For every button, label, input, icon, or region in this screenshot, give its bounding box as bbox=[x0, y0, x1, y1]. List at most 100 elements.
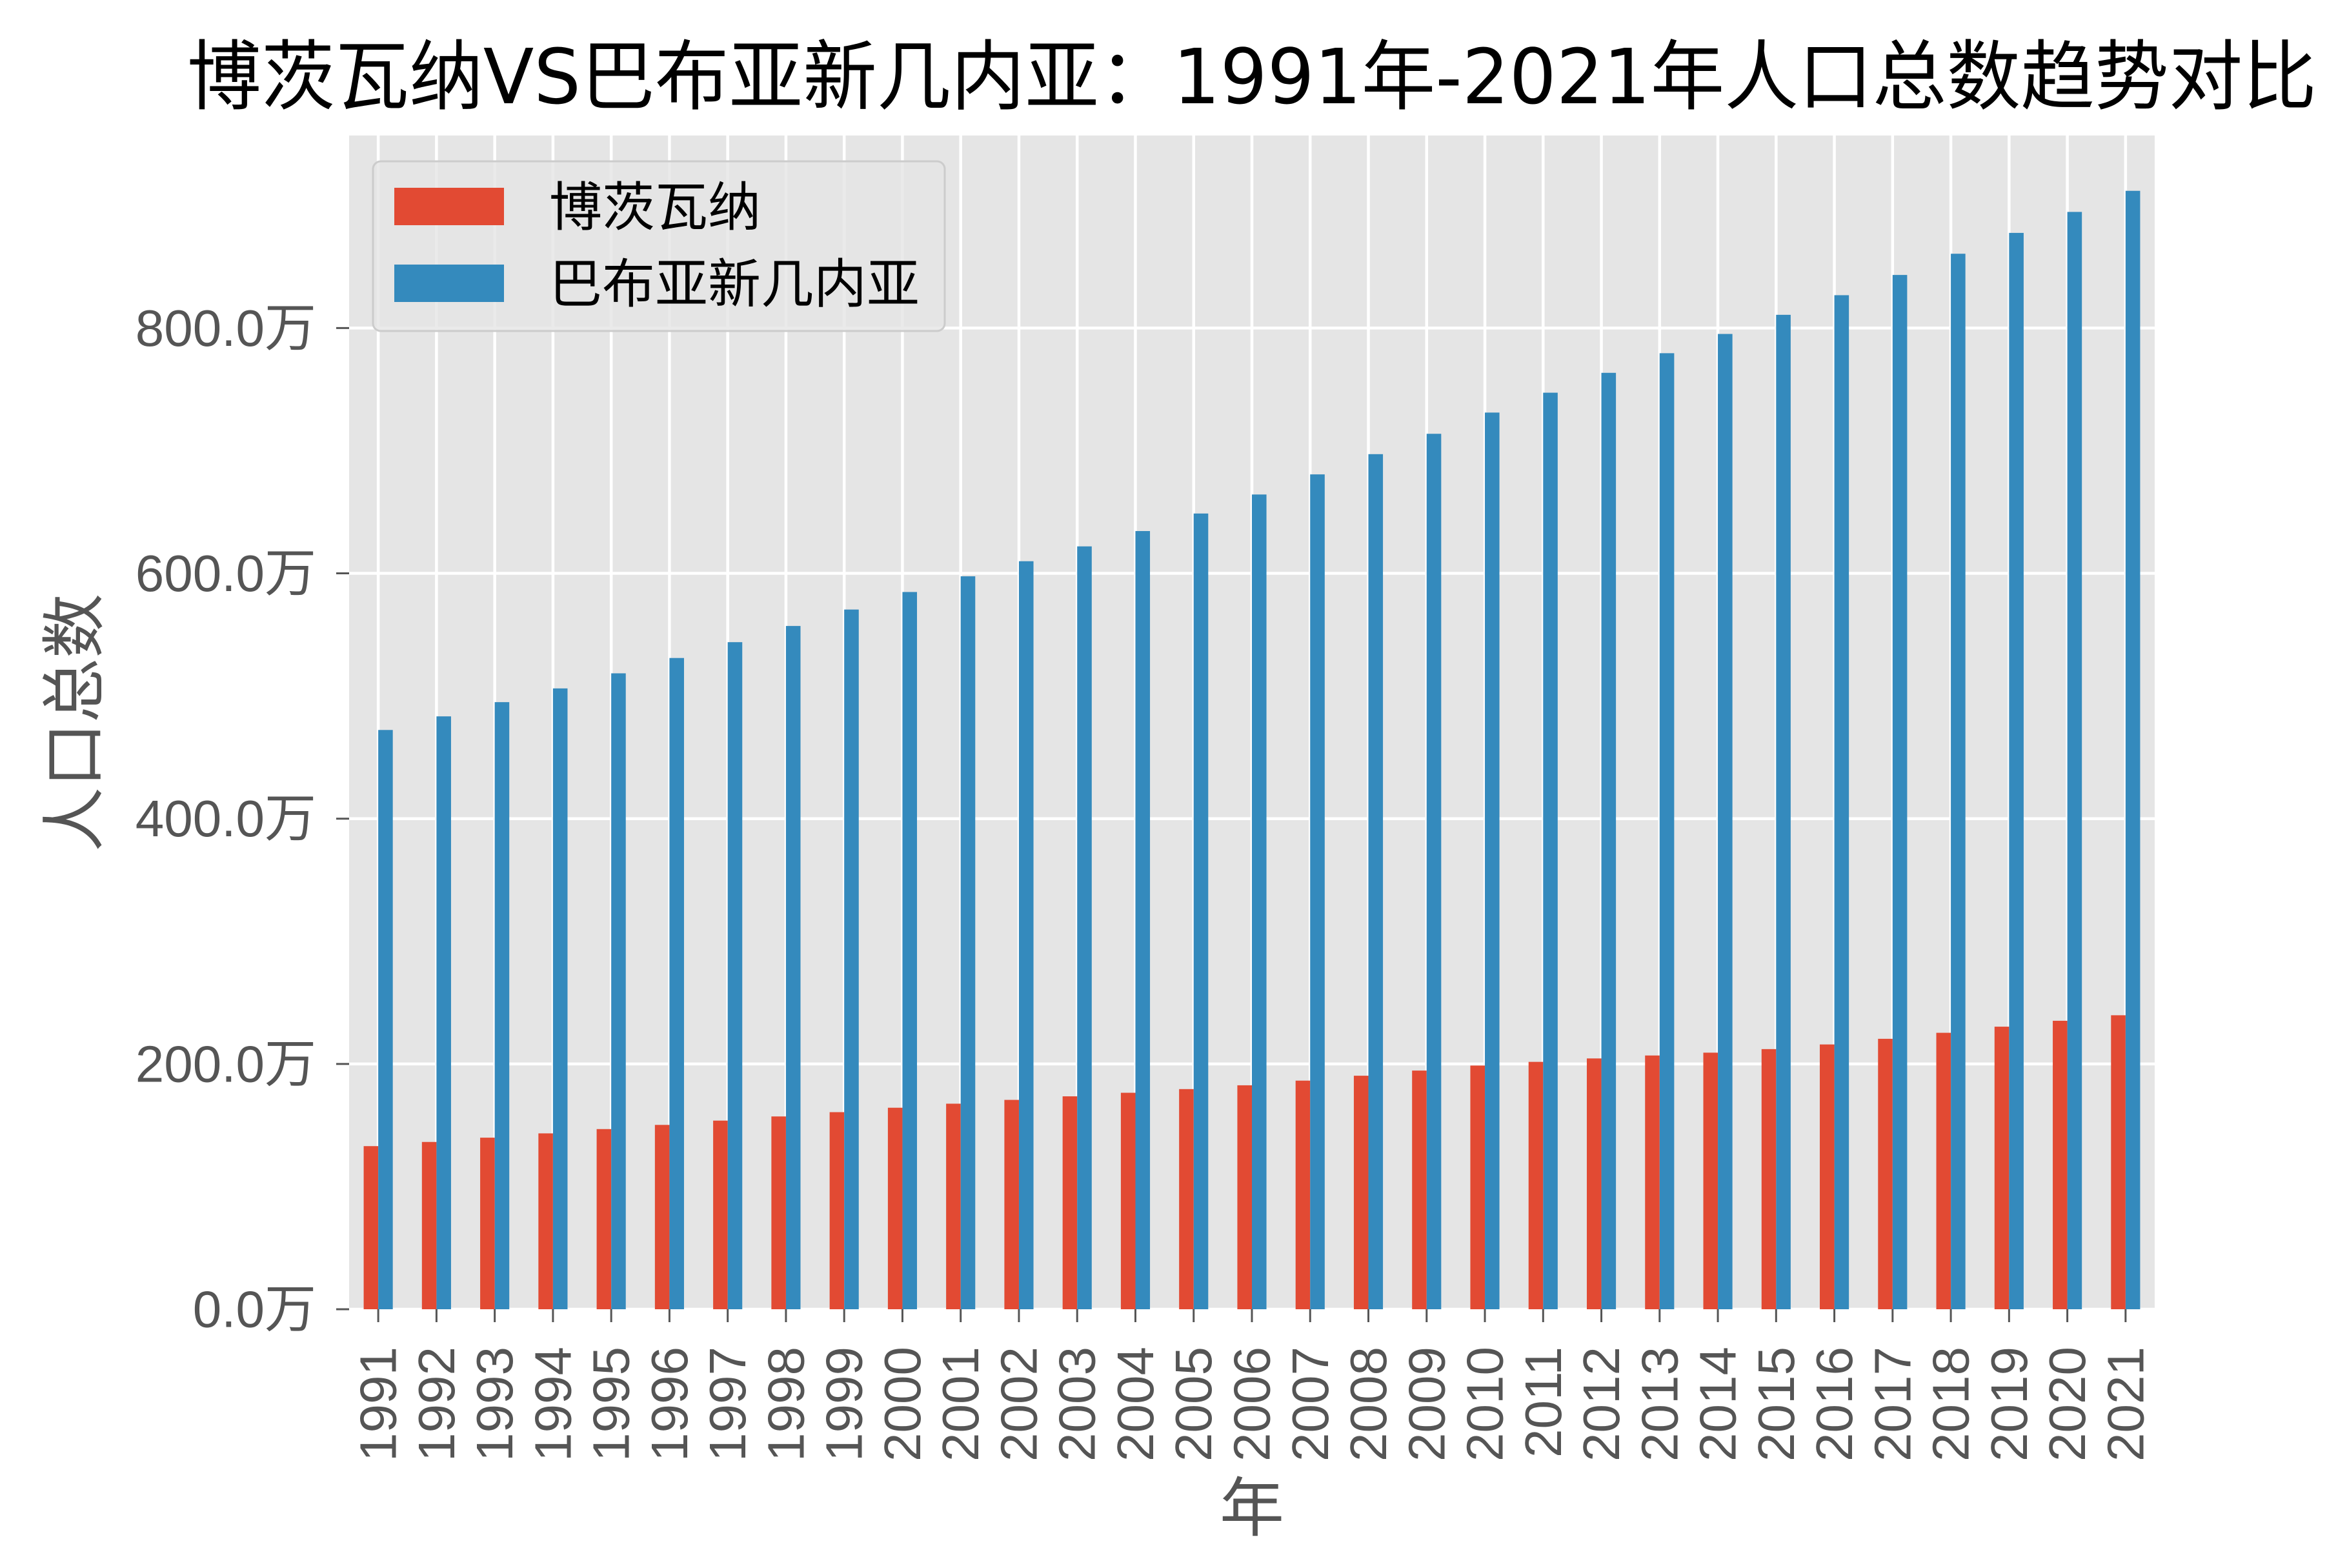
x-tick-label-2001: 2001 bbox=[932, 1347, 989, 1462]
bar-series1-2004 bbox=[1120, 1092, 1136, 1309]
bar-series1-2005 bbox=[1179, 1089, 1194, 1309]
bar-series2-2004 bbox=[1135, 530, 1151, 1310]
bar-series1-2018 bbox=[1936, 1032, 1951, 1309]
bar-series2-1992 bbox=[436, 716, 451, 1309]
bar-series1-1995 bbox=[596, 1129, 612, 1309]
legend: 博茨瓦纳 巴布亚新几内亚 bbox=[372, 160, 946, 332]
bar-series2-2010 bbox=[1485, 412, 1500, 1309]
bar-series2-2000 bbox=[902, 592, 918, 1309]
bar-series2-2017 bbox=[1892, 275, 1908, 1309]
bar-series2-1995 bbox=[611, 673, 626, 1309]
legend-label-botswana: 博茨瓦纳 bbox=[549, 177, 761, 239]
bar-series1-1996 bbox=[654, 1125, 670, 1309]
bar-series1-1997 bbox=[713, 1120, 728, 1309]
bar-series2-2007 bbox=[1310, 474, 1325, 1309]
x-tick-label-2015: 2015 bbox=[1748, 1347, 1805, 1462]
bar-series2-2005 bbox=[1193, 513, 1209, 1309]
x-tick-label-2000: 2000 bbox=[874, 1347, 931, 1462]
bar-series1-1993 bbox=[480, 1138, 495, 1309]
x-tick-label-1998: 1998 bbox=[757, 1347, 814, 1462]
bar-series2-2018 bbox=[1951, 254, 1966, 1310]
bar-series1-2001 bbox=[946, 1103, 961, 1309]
bar-series2-2009 bbox=[1426, 434, 1442, 1310]
bar-series1-1994 bbox=[538, 1133, 553, 1309]
x-tick-label-2020: 2020 bbox=[2039, 1347, 2096, 1462]
x-tick-label-2019: 2019 bbox=[1980, 1347, 2038, 1462]
bar-series1-2011 bbox=[1528, 1061, 1544, 1309]
bar-series1-2009 bbox=[1412, 1070, 1427, 1309]
bar-series1-2000 bbox=[887, 1107, 903, 1309]
bar-series2-2013 bbox=[1659, 353, 1675, 1309]
x-axis-label: 年 bbox=[1220, 1471, 1284, 1546]
bar-series1-1998 bbox=[771, 1116, 786, 1309]
bar-series2-1998 bbox=[785, 626, 801, 1309]
y-tick-label-600: 600.0万 bbox=[136, 545, 316, 602]
bar-series2-2020 bbox=[2067, 212, 2082, 1310]
y-axis-label: 人口总数 bbox=[37, 594, 112, 852]
x-tick-label-2016: 2016 bbox=[1806, 1347, 1863, 1462]
x-tick-label-2017: 2017 bbox=[1864, 1347, 1921, 1462]
bar-series1-2014 bbox=[1703, 1052, 1718, 1309]
y-axis-ticks: 0.0万 200.0万 400.0万 600.0万 800.0万 bbox=[136, 299, 349, 1338]
bar-series1-2002 bbox=[1004, 1100, 1019, 1309]
x-axis-ticks: 1991 1992 1993 1994 1995 1996 1997 1998 1999 2000… bbox=[350, 1309, 2154, 1462]
x-tick-label-2018: 2018 bbox=[1922, 1347, 1980, 1462]
y-tick-label-400: 400.0万 bbox=[136, 790, 316, 847]
x-tick-label-1991: 1991 bbox=[350, 1347, 407, 1462]
bar-series2-2012 bbox=[1601, 372, 1617, 1310]
bar-series2-2021 bbox=[2125, 190, 2141, 1309]
x-tick-label-2014: 2014 bbox=[1689, 1347, 1747, 1462]
x-tick-label-2006: 2006 bbox=[1224, 1347, 1281, 1462]
bar-series1-2003 bbox=[1062, 1096, 1078, 1309]
bar-series2-2003 bbox=[1077, 546, 1092, 1309]
x-tick-label-2008: 2008 bbox=[1340, 1347, 1397, 1462]
y-tick-label-800: 800.0万 bbox=[136, 299, 316, 357]
bar-series2-2006 bbox=[1252, 494, 1267, 1309]
x-tick-label-2004: 2004 bbox=[1107, 1347, 1164, 1462]
x-tick-label-1993: 1993 bbox=[466, 1347, 523, 1462]
bars bbox=[363, 190, 2141, 1310]
legend-swatch-papua-new-guinea bbox=[394, 265, 504, 302]
bar-series2-1994 bbox=[552, 688, 568, 1309]
bar-series2-1999 bbox=[844, 609, 859, 1309]
bar-series1-2017 bbox=[1878, 1038, 1893, 1309]
bar-series1-2006 bbox=[1237, 1085, 1252, 1309]
bar-series1-1999 bbox=[829, 1112, 845, 1309]
legend-frame bbox=[372, 160, 946, 332]
bar-series2-2014 bbox=[1718, 334, 1733, 1309]
bar-series2-2019 bbox=[2009, 232, 2024, 1309]
x-tick-label-1996: 1996 bbox=[641, 1347, 698, 1462]
x-tick-label-1997: 1997 bbox=[699, 1347, 756, 1462]
bar-series1-1991 bbox=[363, 1146, 379, 1309]
x-tick-label-2012: 2012 bbox=[1573, 1347, 1630, 1462]
bar-series2-2016 bbox=[1834, 295, 1849, 1310]
bar-series1-2010 bbox=[1470, 1065, 1486, 1309]
x-tick-label-2005: 2005 bbox=[1165, 1347, 1222, 1462]
y-tick-label-0: 0.0万 bbox=[193, 1281, 316, 1338]
bar-series2-2001 bbox=[960, 576, 976, 1310]
x-tick-label-2021: 2021 bbox=[2097, 1347, 2154, 1462]
bar-series1-2016 bbox=[1820, 1044, 1835, 1309]
x-tick-label-2002: 2002 bbox=[990, 1347, 1047, 1462]
bar-series2-2008 bbox=[1368, 454, 1384, 1309]
x-tick-label-2010: 2010 bbox=[1456, 1347, 1514, 1462]
bar-series1-2015 bbox=[1761, 1049, 1777, 1309]
bar-series1-2012 bbox=[1586, 1058, 1602, 1309]
bar-series1-2008 bbox=[1353, 1076, 1369, 1309]
bar-series1-1992 bbox=[421, 1141, 437, 1309]
legend-swatch-botswana bbox=[394, 188, 504, 225]
legend-label-papua-new-guinea: 巴布亚新几内亚 bbox=[549, 254, 920, 316]
bar-series2-1996 bbox=[669, 658, 684, 1309]
x-tick-label-1994: 1994 bbox=[524, 1347, 581, 1462]
x-tick-label-1995: 1995 bbox=[583, 1347, 640, 1462]
bar-series1-2013 bbox=[1645, 1055, 1660, 1309]
bar-series1-2021 bbox=[2111, 1015, 2126, 1309]
bar-series1-2020 bbox=[2053, 1020, 2068, 1309]
x-tick-label-2003: 2003 bbox=[1049, 1347, 1106, 1462]
y-tick-label-200: 200.0万 bbox=[136, 1035, 316, 1092]
x-tick-label-2011: 2011 bbox=[1515, 1347, 1572, 1458]
bar-series1-2019 bbox=[1994, 1027, 2010, 1309]
bar-series2-1997 bbox=[727, 642, 743, 1309]
bar-series2-1991 bbox=[378, 730, 393, 1309]
